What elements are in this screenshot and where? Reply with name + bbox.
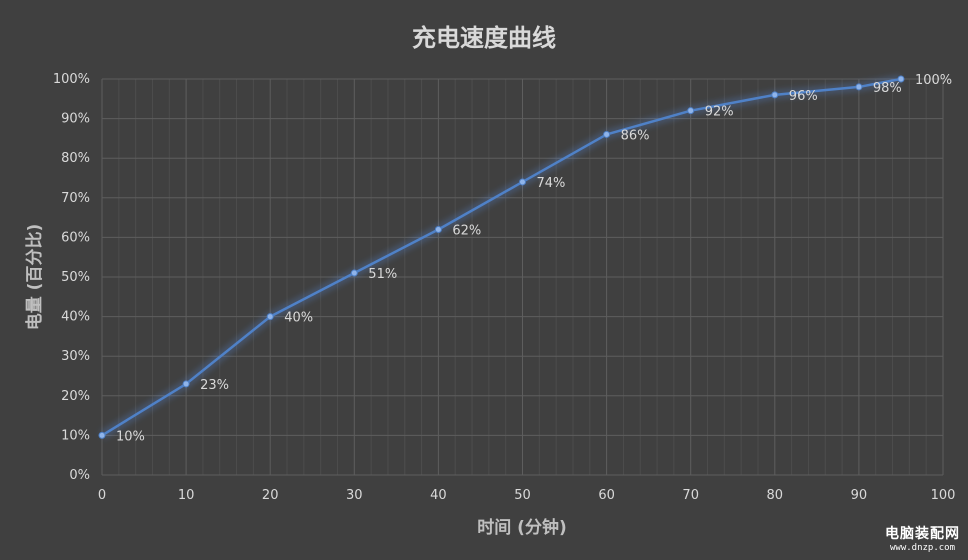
y-tick-label: 30% xyxy=(61,349,90,364)
data-label: 10% xyxy=(116,429,145,444)
data-point xyxy=(897,75,905,83)
data-label: 98% xyxy=(873,81,902,96)
x-tick-label: 100 xyxy=(931,488,956,503)
x-tick-label: 50 xyxy=(514,488,531,503)
x-tick-label: 90 xyxy=(851,488,868,503)
y-tick-label: 70% xyxy=(61,191,90,206)
data-label: 62% xyxy=(452,223,481,238)
data-point xyxy=(771,91,779,99)
y-axis-ticks: 0% 10% 20% 30% 40% 50% 60% 70% 80% 90% 100% xyxy=(53,72,90,483)
data-label: 86% xyxy=(621,128,650,143)
x-tick-label: 20 xyxy=(262,488,279,503)
x-axis-title: 时间 (分钟) xyxy=(477,517,566,538)
x-tick-label: 60 xyxy=(598,488,615,503)
x-axis-ticks: 0 10 20 30 40 50 60 70 80 90 100 xyxy=(98,488,956,503)
y-tick-label: 100% xyxy=(53,72,90,87)
data-label: 92% xyxy=(705,105,734,120)
y-tick-label: 10% xyxy=(61,428,90,443)
watermark-text: 电脑装配网 xyxy=(885,526,960,542)
x-tick-label: 0 xyxy=(98,488,106,503)
data-point xyxy=(855,83,863,91)
data-label: 74% xyxy=(537,176,566,191)
data-label: 100% xyxy=(915,73,952,88)
y-tick-label: 60% xyxy=(61,230,90,245)
data-label: 51% xyxy=(368,267,397,282)
x-tick-label: 30 xyxy=(346,488,363,503)
data-label: 23% xyxy=(200,378,229,393)
data-point xyxy=(266,313,274,321)
grid xyxy=(101,78,944,476)
y-tick-label: 40% xyxy=(61,310,90,325)
x-tick-label: 10 xyxy=(178,488,195,503)
series-charging xyxy=(98,74,905,440)
y-axis-title: 电量 (百分比) xyxy=(24,224,45,330)
data-point xyxy=(182,380,190,388)
y-tick-label: 90% xyxy=(61,112,90,127)
data-point xyxy=(350,269,358,277)
data-label: 40% xyxy=(284,311,313,326)
data-point xyxy=(687,107,695,115)
y-tick-label: 80% xyxy=(61,151,90,166)
data-point xyxy=(603,130,611,138)
data-point xyxy=(98,431,106,439)
y-tick-label: 50% xyxy=(61,270,90,285)
y-tick-label: 20% xyxy=(61,389,90,404)
x-tick-label: 80 xyxy=(767,488,784,503)
data-point xyxy=(519,178,526,186)
watermark: 电脑装配网 www.dnzp.com xyxy=(885,526,960,554)
x-tick-label: 40 xyxy=(430,488,447,503)
watermark-url: www.dnzp.com xyxy=(889,543,956,553)
y-tick-label: 0% xyxy=(69,468,90,483)
chart-title: 充电速度曲线 xyxy=(412,24,556,52)
data-point xyxy=(434,225,442,233)
data-labels: 10% 23% 40% 51% 62% 74% 86% 92% 96% 98% 100% xyxy=(116,73,952,444)
data-label: 96% xyxy=(789,89,818,104)
x-tick-label: 70 xyxy=(682,488,699,503)
